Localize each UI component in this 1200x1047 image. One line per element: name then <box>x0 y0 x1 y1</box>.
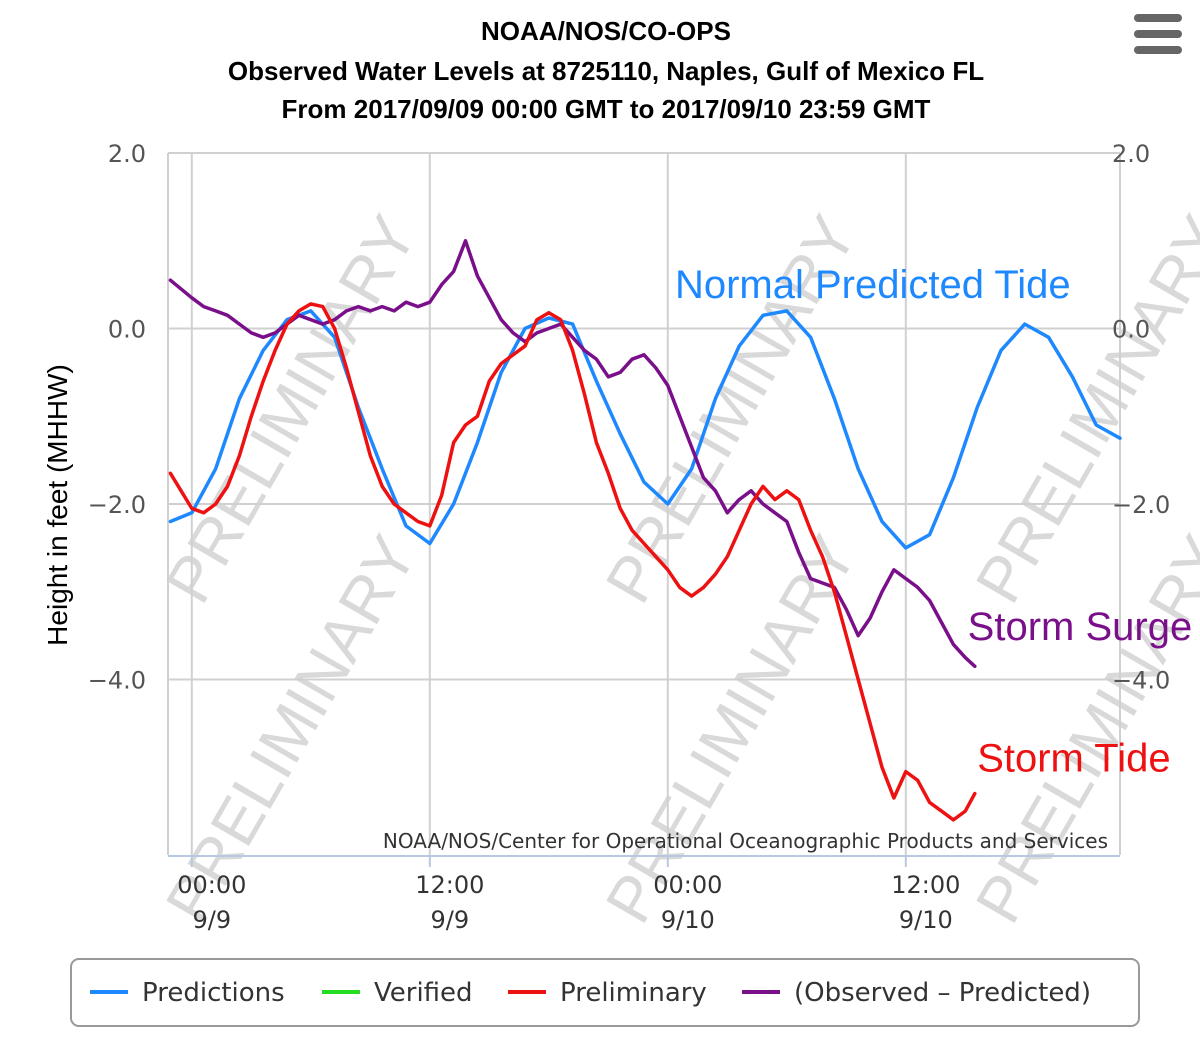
hamburger-menu-icon <box>1130 12 1186 56</box>
x-tick-date-0: 9/9 <box>192 906 231 934</box>
annotations: Normal Predicted Tide Storm Surge Storm Ti… <box>675 263 1192 781</box>
chart-subtitle-station: Observed Water Levels at 8725110, Naples… <box>228 56 984 86</box>
axes: 2.0 2.0 0.0 0.0 −2.0 −2.0 −4.0 −4.0 00:00 9/9 12:0… <box>88 140 1171 934</box>
legend[interactable]: Predictions Verified Preliminary (Observed … <box>70 958 1140 1027</box>
legend-item-1: Verified <box>374 978 473 1008</box>
x-tick-time-0: 00:00 <box>177 871 246 899</box>
credit-text: NOAA/NOS/Center for Operational Oceanogr… <box>383 829 1108 853</box>
y-tick-left-2: −2.0 <box>88 491 146 519</box>
x-tick-time-1: 12:00 <box>415 871 484 899</box>
y-axis-title: Height in feet (MHHW) <box>42 364 73 646</box>
annotation-2: Storm Tide <box>977 737 1170 781</box>
legend-item-3: (Observed – Predicted) <box>794 978 1091 1008</box>
y-tick-right-3: −4.0 <box>1112 667 1170 695</box>
y-tick-right-2: −2.0 <box>1112 491 1170 519</box>
annotation-1: Storm Surge <box>968 605 1193 649</box>
legend-item-2: Preliminary <box>560 978 707 1008</box>
plot-area <box>168 239 1122 822</box>
series-line-2 <box>168 302 977 822</box>
y-tick-right-0: 2.0 <box>1112 140 1150 168</box>
chart-menu-button[interactable] <box>1130 12 1186 56</box>
x-tick-time-2: 00:00 <box>653 871 722 899</box>
chart-subtitle-range: From 2017/09/09 00:00 GMT to 2017/09/10 … <box>282 94 931 124</box>
x-tick-date-3: 9/10 <box>899 906 953 934</box>
x-tick-time-3: 12:00 <box>891 871 960 899</box>
chart-title: NOAA/NOS/CO-OPS <box>481 16 731 46</box>
y-tick-left-1: 0.0 <box>108 316 146 344</box>
series-line-3 <box>168 239 977 669</box>
x-tick-date-1: 9/9 <box>430 906 469 934</box>
annotation-0: Normal Predicted Tide <box>675 263 1071 307</box>
y-tick-right-1: 0.0 <box>1112 316 1150 344</box>
series-line-0 <box>168 309 1122 550</box>
legend-box <box>70 958 1140 1027</box>
legend-item-0: Predictions <box>142 978 285 1008</box>
y-tick-left-0: 2.0 <box>108 140 146 168</box>
y-tick-left-3: −4.0 <box>88 667 146 695</box>
x-tick-date-2: 9/10 <box>661 906 715 934</box>
